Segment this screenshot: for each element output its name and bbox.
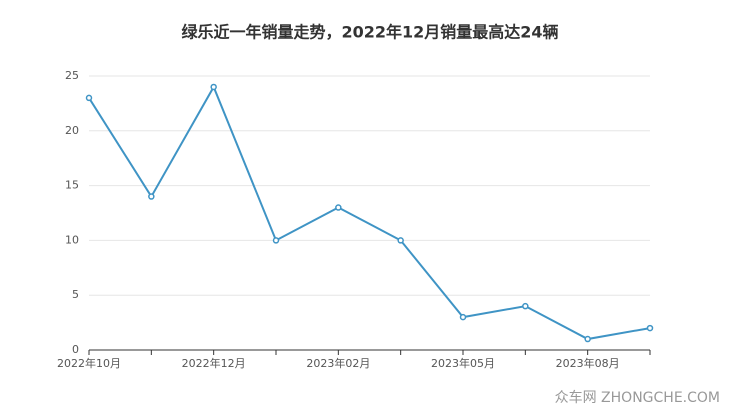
point xyxy=(459,313,467,321)
y-tick-label: 5 xyxy=(72,288,79,301)
x-tick-label: 2023年08月 xyxy=(556,356,620,370)
point xyxy=(335,204,342,211)
line xyxy=(88,84,651,341)
x-tick-label: 2022年10月 xyxy=(57,356,121,370)
chart-title: 绿乐近一年销量走势，2022年12月销量最高达24辆 xyxy=(181,23,558,42)
point xyxy=(85,94,93,102)
point xyxy=(584,335,591,343)
y-tick-label: 10 xyxy=(65,233,79,246)
point xyxy=(646,324,654,332)
y-tick-label: 0 xyxy=(72,343,79,356)
y-tick-label: 15 xyxy=(65,179,79,192)
x-tick-label: 2023年02月 xyxy=(306,356,370,370)
point xyxy=(522,302,529,310)
x-tick-label: 2022年12月 xyxy=(182,356,246,370)
point xyxy=(148,193,155,200)
point xyxy=(210,83,217,91)
watermark: 众车网 ZHONGCHE.COM xyxy=(555,389,720,406)
point xyxy=(397,237,404,244)
x-tick-label: 2023年05月 xyxy=(431,356,495,370)
point xyxy=(272,237,280,244)
y-tick-label: 25 xyxy=(65,69,79,82)
y-tick-label: 20 xyxy=(65,124,79,137)
